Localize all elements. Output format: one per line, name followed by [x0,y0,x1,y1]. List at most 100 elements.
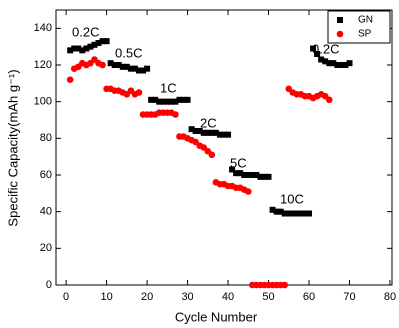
x-tick-label: 70 [343,291,355,303]
point [225,131,232,138]
point [123,63,130,70]
point [196,128,203,134]
point [346,60,353,67]
point [172,111,179,118]
point [241,172,248,178]
x-tick-label: 10 [100,291,112,303]
annotation: 0.2C [72,24,99,39]
point [229,166,236,173]
point [172,98,179,105]
point [289,210,296,217]
point [261,173,268,180]
point [111,62,118,68]
annotation: 2C [200,115,217,130]
legend-box [327,10,391,44]
x-tick-label: 50 [262,291,274,303]
point [334,62,341,68]
legend-marker [336,30,344,38]
point [318,56,325,63]
point [338,62,345,68]
point [208,151,216,159]
point [135,67,142,74]
point [314,51,321,57]
point [212,129,219,136]
y-axis-title: Specific Capacity(mAh g⁻¹) [5,69,20,226]
point [152,96,159,103]
point [310,45,317,52]
point [281,210,288,217]
x-tick-label: 0 [63,291,69,303]
point [99,61,106,69]
point [273,208,280,215]
annotation: 0.5C [115,45,142,60]
point [103,38,110,45]
annotation: 1C [160,80,177,95]
x-tick-label: 30 [181,291,193,303]
annotation: 10C [280,191,304,206]
x-axis-title: Cycle Number [175,309,258,324]
x-tick-label: 40 [222,291,234,303]
point [119,63,126,70]
point [208,129,215,136]
point [269,206,276,213]
plot-frame [55,9,393,286]
point [66,76,74,83]
point [216,131,223,138]
y-tick-label: 20 [40,242,52,254]
point [168,98,175,105]
point [293,210,300,217]
point [342,62,349,68]
x-tick-label: 20 [141,291,153,303]
point [180,96,187,103]
point [99,38,106,45]
y-tick-label: 40 [40,206,52,218]
point [192,128,199,134]
point [115,62,122,68]
y-tick-label: 100 [34,96,52,108]
x-tick-label: 60 [303,291,315,303]
legend-label: GN [358,15,373,26]
point [204,129,211,136]
point [160,98,167,105]
point [297,210,304,217]
point [200,129,207,136]
y-tick-label: 0 [46,279,52,291]
y-tick-label: 60 [40,169,52,181]
point [91,41,98,48]
point [301,210,308,217]
legend-label: SP [358,29,372,40]
point [83,45,90,52]
point [95,40,102,46]
point [144,65,151,72]
point [176,96,183,103]
point [245,172,252,178]
point [188,126,195,133]
point [75,45,82,52]
point [257,173,264,180]
point [237,170,244,177]
point [233,170,240,177]
point [281,281,289,289]
point [135,89,143,96]
annotation: 5C [230,155,247,170]
point [249,172,256,178]
point [265,173,272,180]
point [326,60,333,67]
annotation: 0.2C [312,41,339,56]
point [164,98,171,105]
point [131,65,138,72]
point [140,67,147,74]
point [156,98,163,105]
point [67,47,74,54]
point [322,58,329,65]
point [244,188,252,195]
point [277,208,284,215]
point [107,60,114,67]
point [148,96,155,103]
point [221,131,227,138]
point [306,210,313,217]
y-tick-label: 80 [40,132,52,144]
point [285,210,292,217]
point [325,96,333,104]
